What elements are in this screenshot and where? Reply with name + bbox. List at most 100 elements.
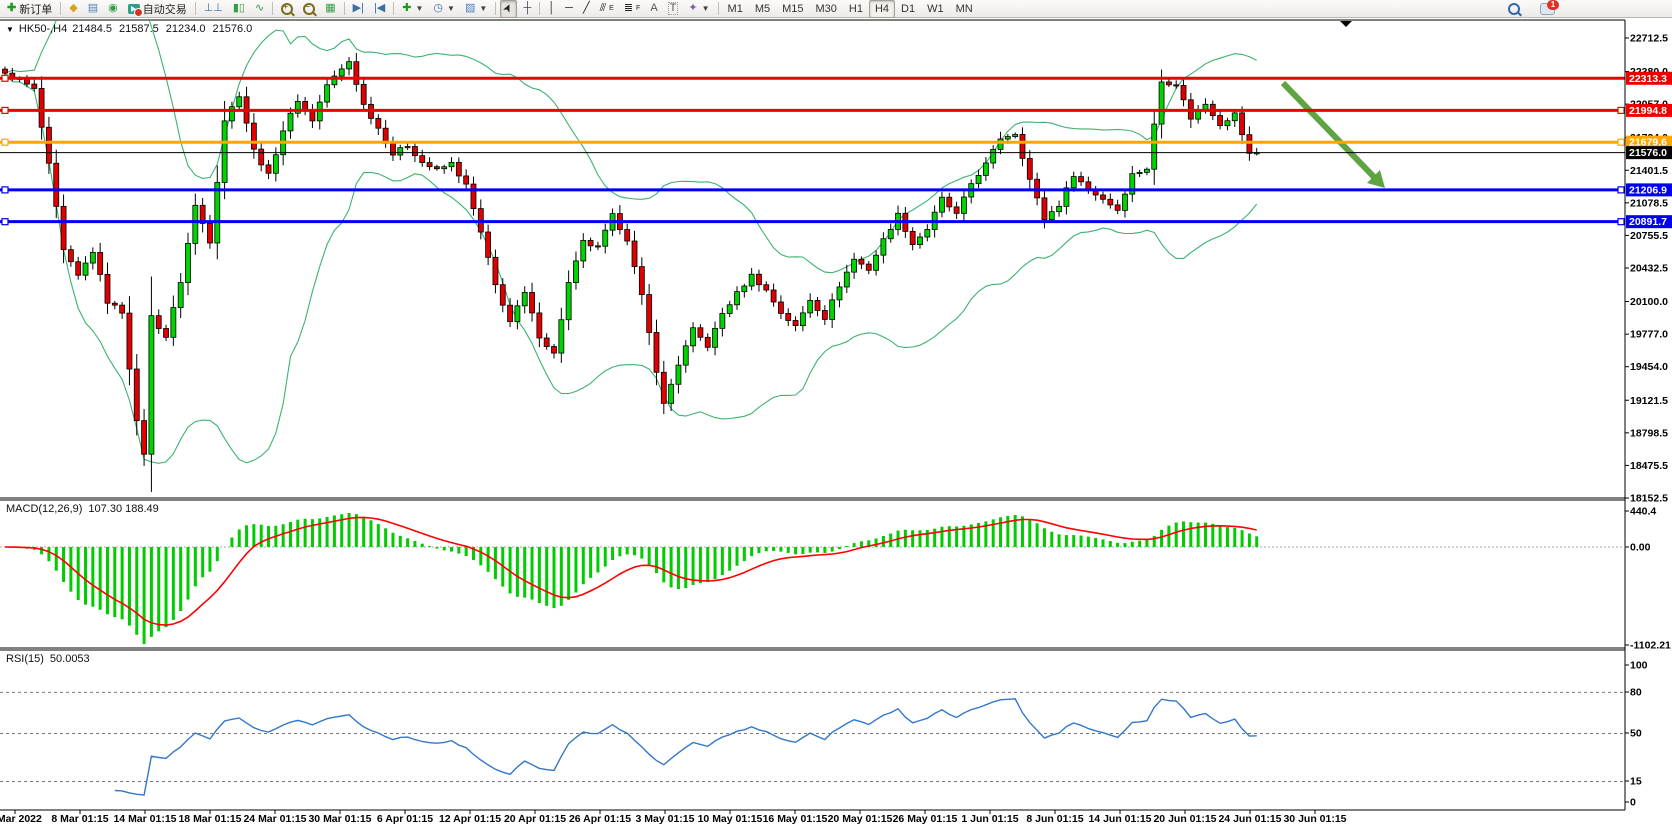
collapse-triangle-icon[interactable]: ▼	[6, 24, 14, 34]
vertical-line-tool-button[interactable]: │	[544, 0, 559, 18]
timeframe-button-MN[interactable]: MN	[955, 2, 973, 15]
separator	[60, 2, 62, 15]
separator	[539, 2, 541, 15]
bar-chart-icon: ⊥⊥	[203, 2, 223, 14]
chart-shift-button[interactable]: |◀	[370, 0, 389, 18]
signals-button[interactable]: ◉	[104, 0, 122, 18]
text-tool-button[interactable]: A	[646, 0, 661, 18]
style-icon: ◆	[69, 2, 78, 14]
svg-text:50: 50	[1630, 728, 1642, 740]
svg-text:18475.5: 18475.5	[1630, 460, 1668, 472]
indicators-button[interactable]: ✚ ▼	[398, 0, 427, 18]
timeframe-button-H4[interactable]: H4	[868, 0, 896, 18]
svg-text:20 Apr 01:15: 20 Apr 01:15	[504, 813, 566, 825]
search-icon	[1508, 2, 1520, 15]
open-value: 21484.5	[72, 23, 112, 35]
svg-text:22313.3: 22313.3	[1629, 73, 1667, 85]
auto-scroll-button[interactable]: ▶|	[349, 0, 368, 18]
macd-name: MACD(12,26,9)	[6, 503, 83, 515]
timeframe-button-M30[interactable]: M30	[815, 2, 837, 15]
main-toolbar: ✚ 新订单 ◆ ▤ ◉ 自动交易 ⊥⊥ ▮▯ ∿ + − ▦ ▶| |◀ ✚ ▼ …	[0, 0, 1672, 18]
chart-style-button[interactable]: ◆	[65, 0, 81, 18]
autotrading-button[interactable]: 自动交易	[124, 0, 191, 18]
svg-text:3 May 01:15: 3 May 01:15	[636, 813, 695, 825]
channel-tool-button[interactable]: ⫻ E	[596, 0, 618, 18]
notification-badge: 1	[1547, 0, 1559, 10]
horizontal-line-tool-button[interactable]: ─	[561, 0, 577, 18]
svg-text:18 Mar 01:15: 18 Mar 01:15	[178, 813, 241, 825]
timeframe-button-M15[interactable]: M15	[782, 2, 804, 15]
svg-text:20 May 01:15: 20 May 01:15	[828, 813, 893, 825]
rsi-name: RSI(15)	[6, 653, 44, 665]
tile-windows-icon: ▦	[325, 2, 336, 14]
periods-button[interactable]: ◷ ▼	[429, 0, 459, 18]
svg-text:21994.8: 21994.8	[1629, 105, 1667, 117]
low-value: 21234.0	[165, 23, 206, 35]
candlestick-icon: ▮▯	[232, 2, 245, 14]
svg-text:21576.0: 21576.0	[1629, 147, 1667, 159]
timeframe-button-H1[interactable]: H1	[848, 2, 863, 15]
separator	[717, 2, 719, 15]
zoom-in-button[interactable]: +	[277, 0, 297, 18]
zoom-out-button[interactable]: −	[299, 0, 319, 18]
svg-text:14 Jun 01:15: 14 Jun 01:15	[1088, 813, 1151, 825]
chart-line-button[interactable]: ∿	[251, 0, 268, 18]
svg-text:24 Mar 01:15: 24 Mar 01:15	[243, 813, 306, 825]
vertical-line-icon: │	[548, 2, 556, 14]
shapes-tool-button[interactable]: ✦ ▼	[684, 0, 713, 18]
svg-text:24 Jun 01:15: 24 Jun 01:15	[1218, 813, 1281, 825]
label-tool-button[interactable]: T	[664, 0, 683, 18]
svg-text:18798.5: 18798.5	[1630, 427, 1668, 439]
notifications-button[interactable]: 1	[1536, 0, 1559, 18]
fibonacci-tool-button[interactable]: ≣ F	[620, 0, 645, 18]
svg-text:12 Apr 01:15: 12 Apr 01:15	[439, 813, 501, 825]
text-tool-icon: A	[650, 2, 658, 14]
add-indicator-icon: ✚	[402, 2, 412, 14]
line-chart-icon: ∿	[254, 2, 265, 14]
chart-candles-button[interactable]: ▮▯	[229, 0, 249, 18]
tile-windows-button[interactable]: ▦	[321, 0, 339, 18]
timeframe-button-W1[interactable]: W1	[927, 2, 944, 15]
chart-shift-icon: |◀	[373, 2, 386, 14]
macd-label: MACD(12,26,9) 107.30 188.49	[6, 503, 159, 515]
fibonacci-tool-label: F	[636, 5, 641, 12]
separator	[343, 2, 345, 15]
symbol-period-label: HK50-,H4	[18, 23, 68, 35]
timeframe-button-M5[interactable]: M5	[754, 2, 771, 15]
svg-text:21401.5: 21401.5	[1630, 165, 1668, 177]
svg-text:20 Jun 01:15: 20 Jun 01:15	[1153, 813, 1216, 825]
timeframe-button-D1[interactable]: D1	[901, 2, 916, 15]
templates-button[interactable]: ▨ ▼	[461, 0, 491, 18]
rsi-value: 50.0053	[49, 653, 90, 665]
timeframe-button-M1[interactable]: M1	[727, 2, 743, 15]
crosshair-tool-button[interactable]: ┼	[519, 0, 535, 18]
svg-text:19454.0: 19454.0	[1630, 361, 1668, 373]
trendline-tool-button[interactable]: ╱	[579, 0, 594, 18]
fibonacci-icon: ≣	[623, 2, 634, 14]
macd-values: 107.30 188.49	[88, 503, 159, 515]
svg-text:21679.6: 21679.6	[1629, 137, 1667, 149]
zoom-out-icon: −	[303, 2, 316, 15]
search-button[interactable]	[1504, 0, 1524, 18]
autotrading-label: 自动交易	[142, 3, 187, 16]
broadcast-icon: ◉	[108, 2, 118, 14]
crosshair-icon: ┼	[523, 2, 532, 14]
new-order-label: 新订单	[19, 3, 53, 16]
svg-text:21206.9: 21206.9	[1629, 184, 1667, 196]
svg-text:10 May 01:15: 10 May 01:15	[698, 813, 763, 825]
svg-text:8 Jun 01:15: 8 Jun 01:15	[1026, 813, 1083, 825]
market-watch-button[interactable]: ▤	[84, 0, 102, 18]
new-order-button[interactable]: ✚ 新订单	[3, 0, 56, 18]
svg-text:0: 0	[1630, 797, 1636, 809]
high-value: 21587.5	[118, 23, 159, 35]
chart-bars-button[interactable]: ⊥⊥	[200, 0, 227, 18]
trendline-icon: ╱	[582, 2, 590, 14]
svg-text:20432.5: 20432.5	[1630, 263, 1668, 275]
label-tool-icon: T	[667, 2, 679, 15]
svg-text:30 Jun 01:15: 30 Jun 01:15	[1283, 813, 1346, 825]
svg-text:100: 100	[1630, 660, 1648, 672]
chevron-down-icon: ▼	[479, 4, 488, 13]
cursor-tool-button[interactable]: ➤	[500, 0, 518, 18]
